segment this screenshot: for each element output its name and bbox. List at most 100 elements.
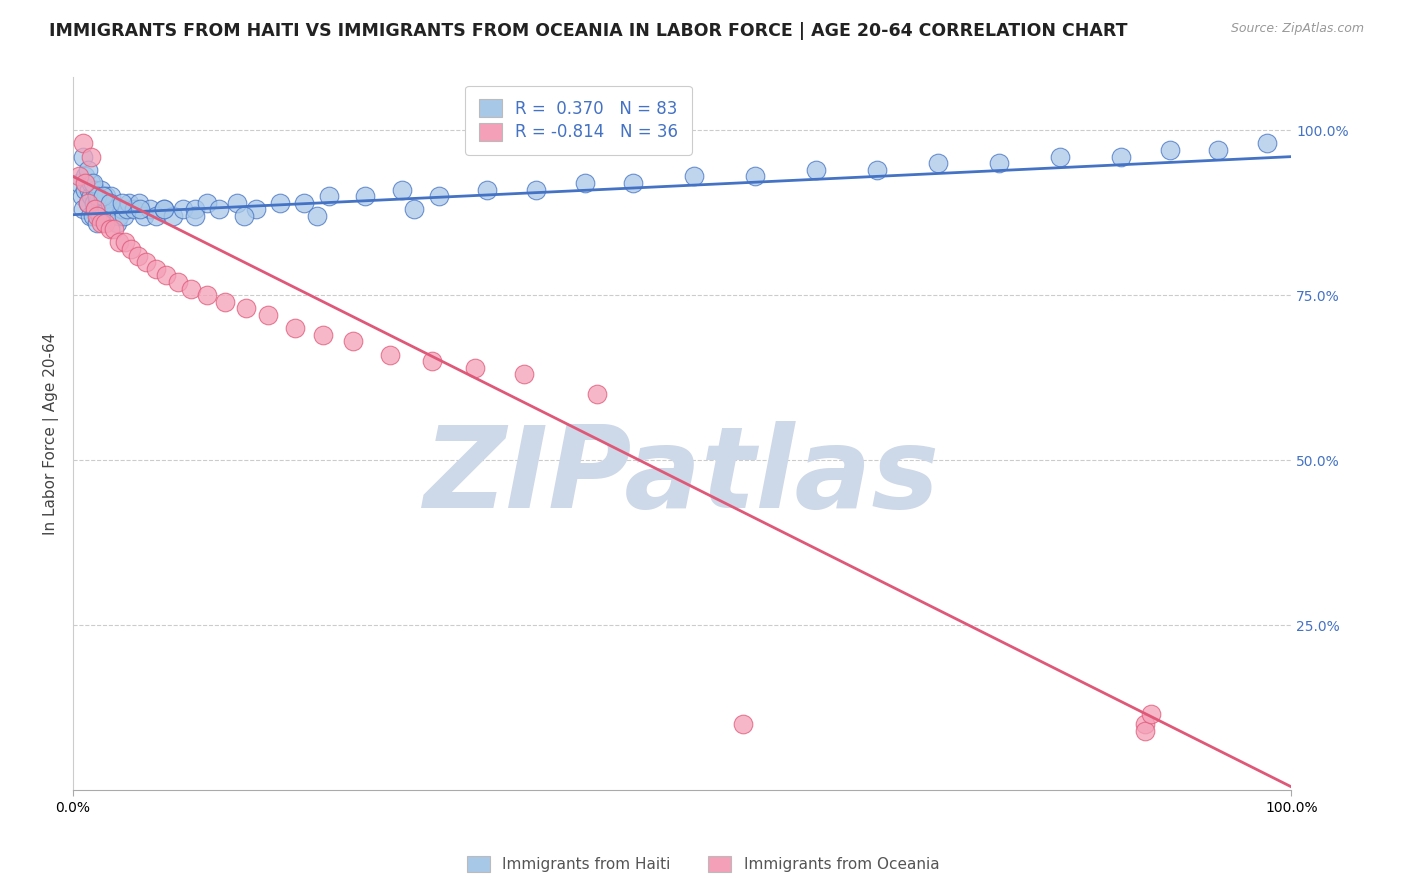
- Point: [84, 202, 107, 217]
- Point: [82, 176, 104, 190]
- Point: [105, 216, 128, 230]
- Point: [79, 209, 101, 223]
- Point: [427, 189, 450, 203]
- Point: [101, 209, 124, 223]
- Point: [75, 169, 97, 184]
- Point: [93, 189, 115, 203]
- Text: IMMIGRANTS FROM HAITI VS IMMIGRANTS FROM OCEANIA IN LABOR FORCE | AGE 20-64 CORR: IMMIGRANTS FROM HAITI VS IMMIGRANTS FROM…: [49, 22, 1128, 40]
- Point: [93, 195, 115, 210]
- Point: [100, 189, 122, 203]
- Point: [1159, 143, 1181, 157]
- Point: [132, 209, 155, 223]
- Point: [90, 183, 112, 197]
- Point: [86, 195, 108, 210]
- Point: [77, 183, 100, 197]
- Point: [128, 195, 150, 210]
- Point: [89, 209, 111, 223]
- Point: [84, 202, 107, 217]
- Point: [153, 202, 176, 217]
- Point: [115, 202, 138, 217]
- Point: [145, 209, 167, 223]
- Point: [103, 202, 125, 217]
- Point: [97, 209, 120, 223]
- Point: [866, 162, 889, 177]
- Point: [121, 242, 143, 256]
- Point: [76, 162, 98, 177]
- Point: [67, 169, 90, 184]
- Point: [257, 308, 280, 322]
- Point: [195, 195, 218, 210]
- Point: [80, 189, 103, 203]
- Point: [226, 195, 249, 210]
- Point: [342, 334, 364, 349]
- Point: [72, 136, 94, 151]
- Point: [122, 202, 145, 217]
- Point: [683, 169, 706, 184]
- Point: [118, 195, 141, 210]
- Point: [354, 189, 377, 203]
- Point: [80, 150, 103, 164]
- Point: [524, 183, 547, 197]
- Point: [180, 282, 202, 296]
- Point: [208, 202, 231, 217]
- Point: [86, 189, 108, 203]
- Point: [112, 209, 135, 223]
- Legend: Immigrants from Haiti, Immigrants from Oceania: Immigrants from Haiti, Immigrants from O…: [460, 848, 946, 880]
- Point: [153, 202, 176, 217]
- Point: [93, 216, 115, 230]
- Point: [84, 183, 107, 197]
- Point: [391, 183, 413, 197]
- Point: [1256, 136, 1278, 151]
- Point: [103, 222, 125, 236]
- Point: [98, 222, 121, 236]
- Point: [83, 195, 105, 210]
- Point: [155, 268, 177, 283]
- Point: [294, 195, 316, 210]
- Point: [574, 176, 596, 190]
- Point: [269, 195, 291, 210]
- Point: [172, 202, 194, 217]
- Point: [86, 209, 108, 223]
- Point: [67, 176, 90, 190]
- Point: [70, 189, 93, 203]
- Point: [195, 288, 218, 302]
- Point: [378, 348, 401, 362]
- Point: [733, 717, 755, 731]
- Point: [98, 195, 121, 210]
- Point: [76, 195, 98, 210]
- Point: [111, 195, 134, 210]
- Point: [91, 202, 114, 217]
- Point: [232, 209, 254, 223]
- Point: [96, 202, 118, 217]
- Point: [86, 216, 108, 230]
- Point: [987, 156, 1010, 170]
- Point: [145, 261, 167, 276]
- Point: [284, 321, 307, 335]
- Point: [1206, 143, 1229, 157]
- Point: [111, 202, 134, 217]
- Point: [75, 183, 97, 197]
- Point: [75, 176, 97, 190]
- Legend: R =  0.370   N = 83, R = -0.814   N = 36: R = 0.370 N = 83, R = -0.814 N = 36: [465, 86, 692, 155]
- Point: [422, 354, 444, 368]
- Point: [184, 202, 207, 217]
- Point: [139, 202, 162, 217]
- Point: [135, 255, 157, 269]
- Point: [82, 209, 104, 223]
- Point: [80, 176, 103, 190]
- Point: [90, 216, 112, 230]
- Point: [108, 209, 131, 223]
- Point: [235, 301, 257, 316]
- Point: [127, 249, 149, 263]
- Point: [245, 202, 267, 217]
- Point: [72, 202, 94, 217]
- Point: [312, 327, 335, 342]
- Text: Source: ZipAtlas.com: Source: ZipAtlas.com: [1230, 22, 1364, 36]
- Text: ZIPatlas: ZIPatlas: [425, 421, 941, 532]
- Point: [129, 202, 152, 217]
- Point: [94, 189, 117, 203]
- Point: [162, 209, 184, 223]
- Point: [927, 156, 949, 170]
- Point: [586, 387, 609, 401]
- Point: [184, 209, 207, 223]
